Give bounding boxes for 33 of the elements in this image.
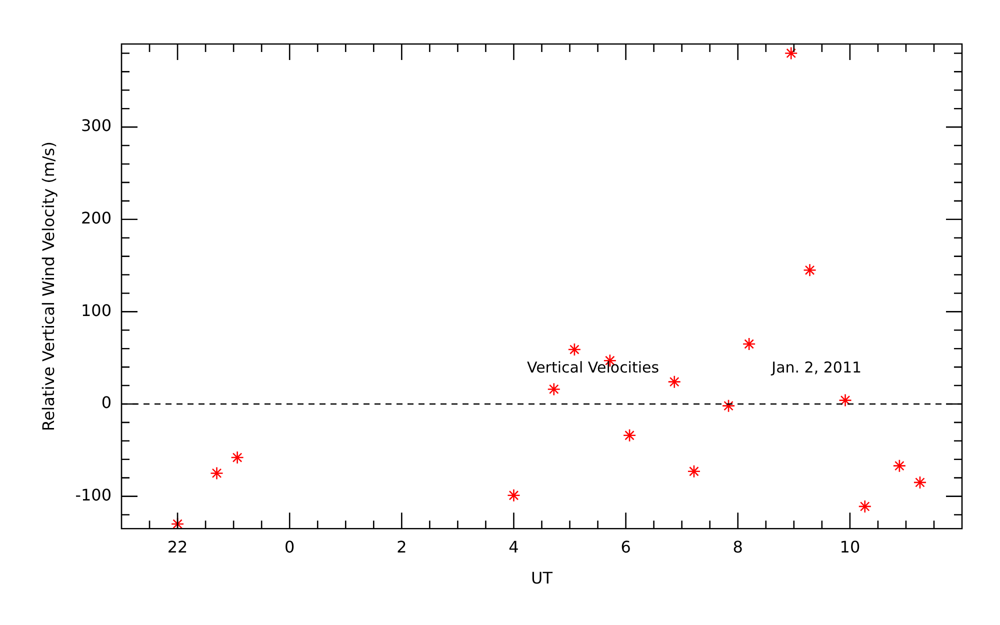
y-tick-label: 100: [80, 300, 112, 320]
point: [687, 464, 701, 478]
x-tick-label: 10: [840, 537, 860, 556]
point: [170, 517, 184, 529]
y-tick-label: -100: [75, 485, 112, 504]
point: [507, 488, 520, 502]
point: [622, 428, 636, 442]
point: [547, 382, 561, 396]
x-axis-title: UT: [531, 568, 553, 588]
annotation: Jan. 2, 2011: [770, 358, 862, 377]
point: [210, 466, 224, 480]
point: [858, 500, 872, 514]
x-tick-label: 4: [508, 537, 519, 556]
x-tick-label: 8: [732, 537, 743, 556]
point: [230, 450, 244, 464]
point: [913, 476, 927, 490]
point: [742, 337, 756, 351]
point: [803, 263, 816, 277]
point: [892, 459, 906, 472]
x-tick-label: 0: [284, 537, 295, 556]
y-tick-label: 200: [80, 208, 112, 228]
point: [784, 46, 798, 60]
point: [668, 375, 682, 388]
x-tick-label: 2: [396, 537, 407, 556]
y-tick-label: 0: [101, 393, 112, 412]
x-tick-label: 22: [167, 537, 188, 556]
annotation: Vertical Velocities: [526, 358, 660, 377]
point: [838, 394, 852, 407]
y-tick-label: 300: [80, 116, 112, 136]
y-axis-title: Relative Vertical Wind Velocity (m/s): [38, 142, 58, 432]
point: [722, 399, 736, 412]
x-tick-label: 6: [620, 537, 631, 556]
point: [568, 342, 582, 356]
